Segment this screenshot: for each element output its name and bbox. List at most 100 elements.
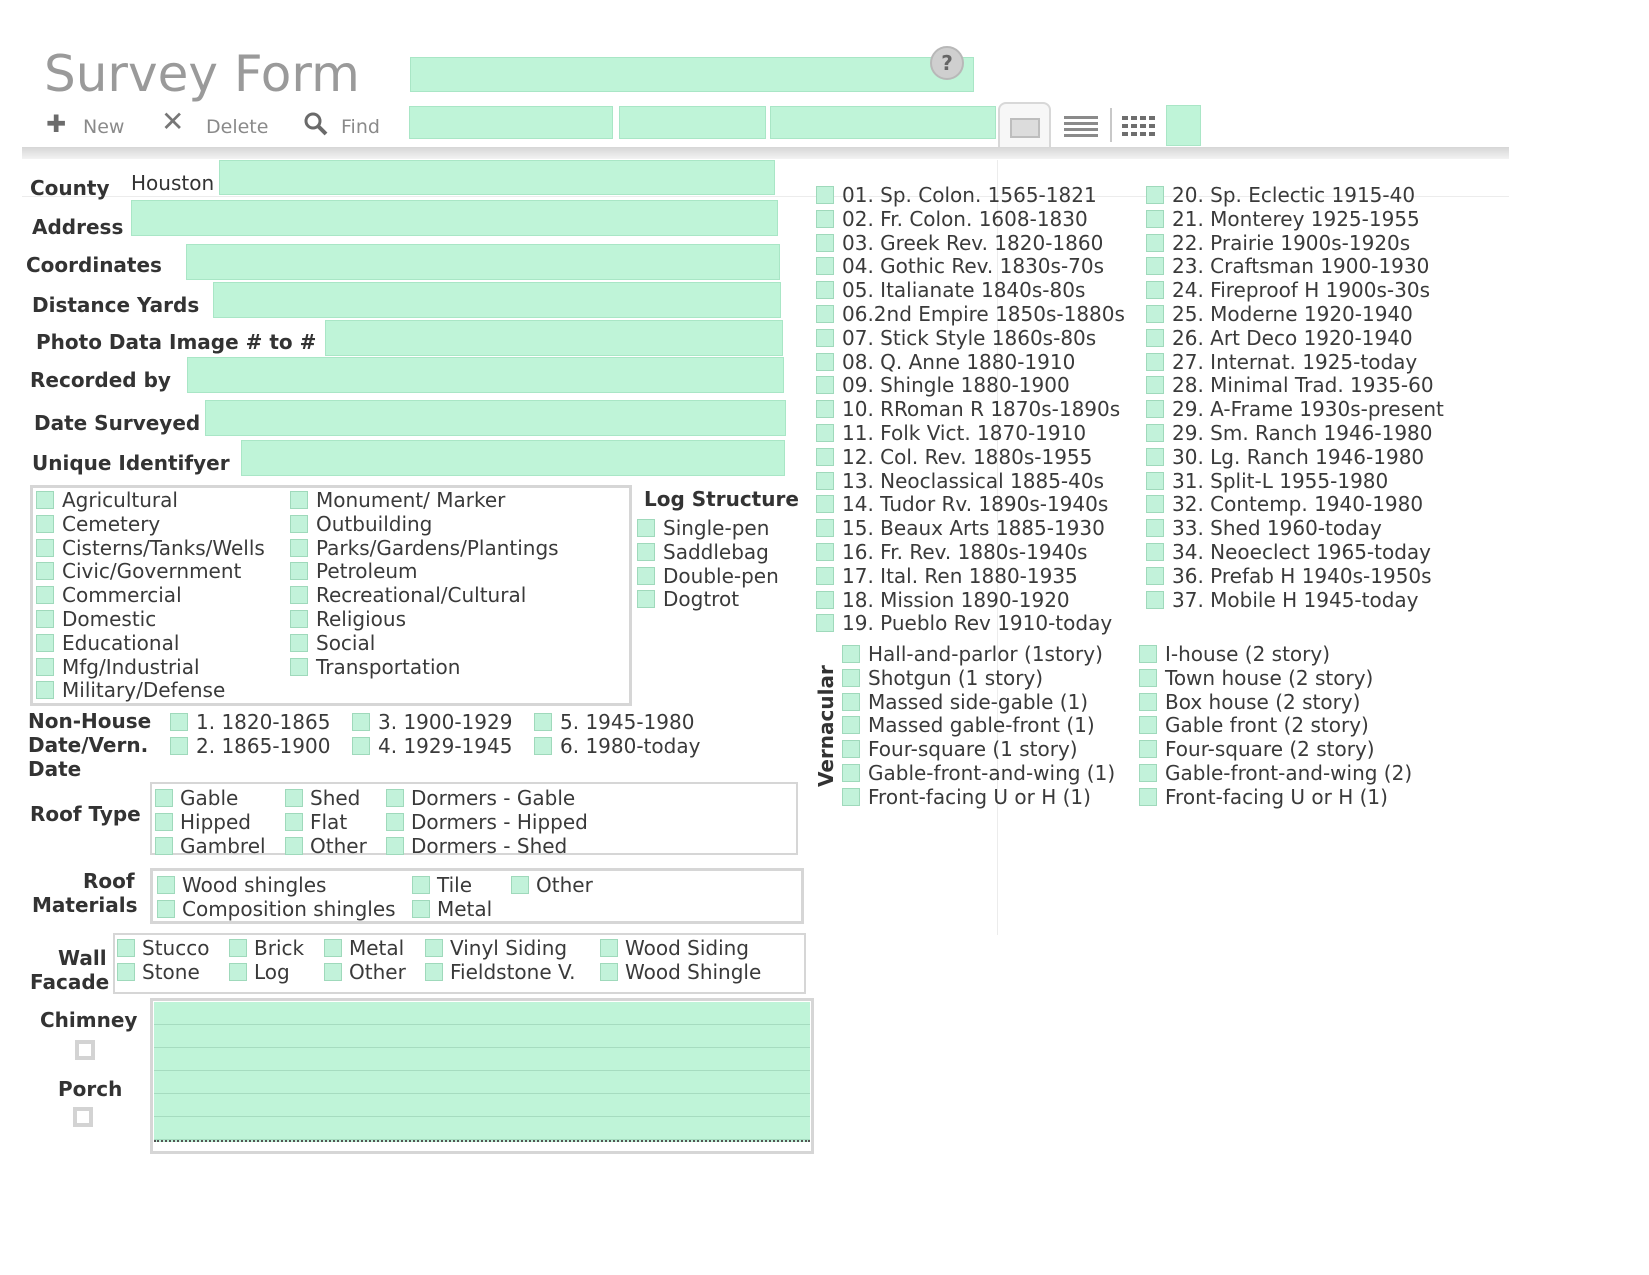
table-view-icon[interactable]: [1122, 114, 1156, 138]
category-0-checkbox[interactable]: [36, 491, 54, 509]
style-9-checkbox[interactable]: [1146, 400, 1164, 419]
wall-2-checkbox[interactable]: [229, 939, 247, 957]
chimney-checkbox[interactable]: [75, 1040, 95, 1060]
county-value[interactable]: Houston: [131, 171, 215, 195]
style-8-checkbox[interactable]: [1146, 376, 1164, 395]
roof-type-5-checkbox[interactable]: [285, 837, 303, 855]
style-12-checkbox[interactable]: [816, 471, 834, 490]
log-0-checkbox[interactable]: [637, 519, 655, 537]
roof-type-1-checkbox[interactable]: [155, 813, 173, 831]
category-1-checkbox[interactable]: [36, 514, 54, 533]
style-1-checkbox[interactable]: [1146, 209, 1164, 228]
x-icon[interactable]: ✕: [161, 105, 185, 138]
nonhouse-2-checkbox[interactable]: [352, 713, 370, 731]
nonhouse-5-checkbox[interactable]: [534, 737, 552, 755]
nonhouse-1-checkbox[interactable]: [170, 737, 188, 755]
wall-0-checkbox[interactable]: [117, 939, 135, 957]
category-1-checkbox[interactable]: [290, 514, 308, 533]
style-6-checkbox[interactable]: [1146, 328, 1164, 347]
roof-mat-1-checkbox[interactable]: [157, 900, 175, 918]
style-15-checkbox[interactable]: [816, 543, 834, 561]
date-input[interactable]: [205, 400, 786, 436]
vernacular-0-checkbox[interactable]: [842, 645, 860, 663]
address-input[interactable]: [131, 200, 778, 236]
roof-mat-0-checkbox[interactable]: [157, 876, 175, 894]
porch-checkbox[interactable]: [73, 1107, 93, 1127]
style-16-checkbox[interactable]: [1146, 566, 1164, 585]
style-3-checkbox[interactable]: [1146, 257, 1164, 276]
list-view-icon[interactable]: [1064, 114, 1098, 138]
style-17-checkbox[interactable]: [816, 590, 834, 609]
category-8-checkbox[interactable]: [36, 681, 54, 700]
category-3-checkbox[interactable]: [290, 562, 308, 581]
vernacular-1-checkbox[interactable]: [842, 668, 860, 687]
roof-type-8-checkbox[interactable]: [386, 837, 404, 855]
wall-4-checkbox[interactable]: [324, 939, 342, 957]
vernacular-6-checkbox[interactable]: [842, 787, 860, 806]
category-3-checkbox[interactable]: [36, 562, 54, 581]
style-13-checkbox[interactable]: [1146, 495, 1164, 514]
header-field-1[interactable]: [410, 57, 974, 92]
style-12-checkbox[interactable]: [1146, 471, 1164, 490]
style-18-checkbox[interactable]: [816, 614, 834, 633]
style-2-checkbox[interactable]: [1146, 233, 1164, 252]
style-14-checkbox[interactable]: [816, 519, 834, 538]
style-7-checkbox[interactable]: [816, 352, 834, 371]
distance-input[interactable]: [213, 282, 781, 318]
county-input[interactable]: [219, 160, 775, 195]
roof-type-3-checkbox[interactable]: [285, 789, 303, 807]
category-2-checkbox[interactable]: [36, 538, 54, 557]
style-7-checkbox[interactable]: [1146, 352, 1164, 371]
vernacular-2-checkbox[interactable]: [842, 692, 860, 711]
wall-1-checkbox[interactable]: [117, 963, 135, 981]
nonhouse-0-checkbox[interactable]: [170, 713, 188, 731]
category-6-checkbox[interactable]: [290, 633, 308, 652]
vernacular-4-checkbox[interactable]: [842, 740, 860, 759]
vernacular-3-checkbox[interactable]: [842, 716, 860, 735]
style-4-checkbox[interactable]: [816, 281, 834, 300]
style-9-checkbox[interactable]: [816, 400, 834, 419]
style-1-checkbox[interactable]: [816, 209, 834, 228]
toolbar-field-3[interactable]: [770, 106, 996, 139]
notes-textarea[interactable]: [154, 1002, 810, 1142]
delete-button[interactable]: Delete: [206, 116, 269, 138]
roof-type-6-checkbox[interactable]: [386, 789, 404, 807]
form-view-tab[interactable]: [998, 102, 1051, 150]
style-5-checkbox[interactable]: [1146, 305, 1164, 323]
toolbar-field-1[interactable]: [409, 106, 613, 139]
style-0-checkbox[interactable]: [1146, 186, 1164, 204]
category-2-checkbox[interactable]: [290, 538, 308, 557]
magnifier-icon[interactable]: [302, 110, 330, 138]
find-button[interactable]: Find: [341, 116, 380, 138]
new-button[interactable]: New: [83, 116, 125, 138]
log-1-checkbox[interactable]: [637, 542, 655, 561]
wall-9-checkbox[interactable]: [600, 963, 618, 981]
plus-icon[interactable]: ✚: [46, 110, 67, 138]
style-17-checkbox[interactable]: [1146, 590, 1164, 609]
category-6-checkbox[interactable]: [36, 633, 54, 652]
roof-type-0-checkbox[interactable]: [155, 789, 173, 807]
vernacular-6-checkbox[interactable]: [1139, 787, 1157, 806]
vernacular-5-checkbox[interactable]: [842, 764, 860, 782]
roof-mat-4-checkbox[interactable]: [511, 876, 529, 894]
photo-input[interactable]: [325, 320, 783, 356]
roof-type-2-checkbox[interactable]: [155, 837, 173, 855]
style-4-checkbox[interactable]: [1146, 281, 1164, 300]
category-4-checkbox[interactable]: [36, 586, 54, 605]
category-7-checkbox[interactable]: [290, 657, 308, 676]
style-3-checkbox[interactable]: [816, 257, 834, 276]
vernacular-3-checkbox[interactable]: [1139, 716, 1157, 735]
style-10-checkbox[interactable]: [816, 424, 834, 442]
coordinates-input[interactable]: [186, 244, 780, 280]
category-7-checkbox[interactable]: [36, 657, 54, 676]
wall-6-checkbox[interactable]: [425, 939, 443, 957]
wall-3-checkbox[interactable]: [229, 963, 247, 981]
style-10-checkbox[interactable]: [1146, 424, 1164, 442]
wall-5-checkbox[interactable]: [324, 963, 342, 981]
help-icon[interactable]: ?: [930, 46, 964, 80]
vernacular-2-checkbox[interactable]: [1139, 692, 1157, 711]
log-3-checkbox[interactable]: [637, 590, 655, 609]
wall-7-checkbox[interactable]: [425, 963, 443, 981]
toolbar-field-2[interactable]: [619, 106, 766, 139]
vernacular-1-checkbox[interactable]: [1139, 668, 1157, 687]
